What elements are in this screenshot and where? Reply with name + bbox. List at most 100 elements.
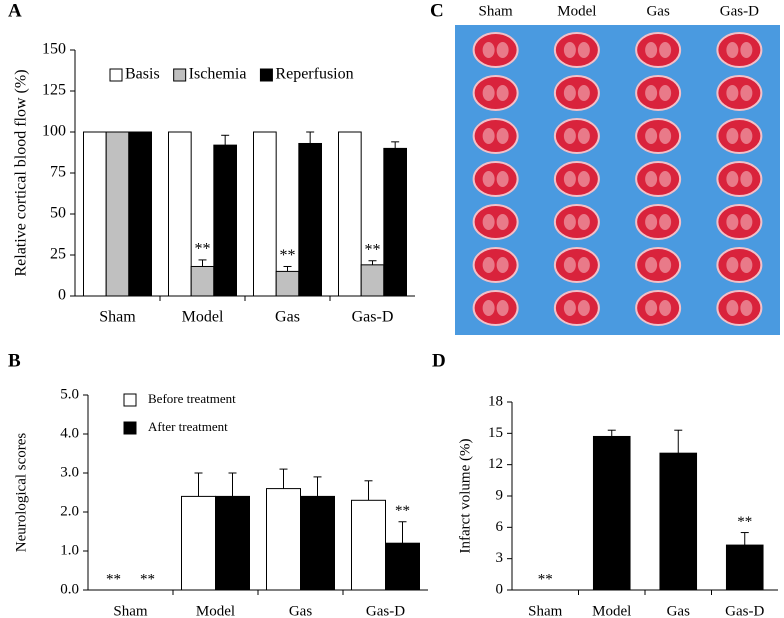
brain-slice-detail <box>577 171 590 187</box>
brain-slice-detail <box>740 257 753 273</box>
brain-slice-detail <box>563 42 576 58</box>
y-tick-label: 9 <box>496 487 504 503</box>
column-label: Gas-D <box>720 3 759 19</box>
x-tick-label: Model <box>592 603 631 618</box>
bar <box>215 495 250 591</box>
brain-slice <box>635 75 682 111</box>
x-tick-label: Sham <box>113 603 148 618</box>
bar <box>168 131 192 297</box>
y-tick-label: 125 <box>42 82 66 99</box>
brain-slice-detail <box>659 300 672 316</box>
brain-slice <box>553 204 600 240</box>
brain-slice <box>716 247 763 283</box>
bar <box>105 131 130 297</box>
brain-slice-detail <box>659 42 672 58</box>
brain-slice <box>472 204 519 240</box>
brain-slice-detail <box>563 128 576 144</box>
x-tick-label: Gas-D <box>366 603 405 618</box>
significance: ** <box>140 571 155 587</box>
panel-label: C <box>430 0 444 21</box>
y-tick-label: 3 <box>496 550 504 566</box>
bar <box>298 142 323 297</box>
brain-slice-detail <box>740 300 753 316</box>
brain-slice-detail <box>482 257 495 273</box>
bar <box>181 495 216 591</box>
legend-label: Ischemia <box>189 66 247 83</box>
brain-slice <box>716 32 763 68</box>
brain-slice <box>635 290 682 326</box>
brain-slice-detail <box>577 214 590 230</box>
significance: ** <box>195 241 211 258</box>
brain-slice-detail <box>496 128 509 144</box>
legend-label: Before treatment <box>148 391 236 406</box>
brain-slice <box>635 204 682 240</box>
brain-slice <box>472 118 519 154</box>
brain-slice-detail <box>563 300 576 316</box>
brain-slice <box>472 75 519 111</box>
brain-slice <box>635 118 682 154</box>
brain-slice-detail <box>482 128 495 144</box>
panel-label: D <box>432 350 446 371</box>
y-tick-label: 0 <box>58 287 66 304</box>
bar <box>360 264 385 297</box>
brain-slice-detail <box>577 257 590 273</box>
y-tick-label: 50 <box>50 205 66 222</box>
bar <box>266 488 301 591</box>
brain-slice-detail <box>726 257 739 273</box>
legend-label: After treatment <box>148 419 228 434</box>
brain-slice <box>635 32 682 68</box>
y-tick-label: 75 <box>50 164 66 181</box>
brain-slice <box>553 118 600 154</box>
brain-slice-detail <box>577 300 590 316</box>
legend-swatch <box>173 68 187 82</box>
significance: ** <box>280 247 296 264</box>
brain-slice-detail <box>659 257 672 273</box>
x-tick-label: Model <box>182 309 224 326</box>
brain-slice <box>472 161 519 197</box>
y-tick-label: 15 <box>488 425 503 441</box>
legend-swatch <box>123 393 137 407</box>
brain-slice-detail <box>645 214 658 230</box>
significance: ** <box>737 514 752 530</box>
column-label: Sham <box>479 3 514 19</box>
y-tick-label: 12 <box>488 456 503 472</box>
y-tick-label: 6 <box>496 519 504 535</box>
brain-slice-detail <box>496 300 509 316</box>
brain-slice-detail <box>563 214 576 230</box>
significance: ** <box>538 571 553 587</box>
x-tick-label: Gas <box>289 603 312 618</box>
brain-slice <box>472 247 519 283</box>
y-tick-label: 100 <box>42 123 66 140</box>
brain-slice-detail <box>740 171 753 187</box>
x-tick-label: Model <box>196 603 235 618</box>
significance: ** <box>365 241 381 258</box>
y-tick-label: 1.0 <box>60 542 79 558</box>
brain-slice-detail <box>726 128 739 144</box>
bar <box>213 144 237 297</box>
brain-slice-detail <box>482 42 495 58</box>
brain-slice <box>553 290 600 326</box>
brain-slice-detail <box>740 128 753 144</box>
y-tick-label: 0.0 <box>60 581 79 597</box>
brain-slice <box>553 32 600 68</box>
brain-slice-detail <box>740 214 753 230</box>
column-label: Gas <box>646 3 669 19</box>
brain-slice-detail <box>577 85 590 101</box>
y-tick-label: 18 <box>488 393 503 409</box>
bar <box>725 544 764 591</box>
y-axis-label: Relative cortical blood flow (%) <box>13 69 30 276</box>
brain-slice-detail <box>563 257 576 273</box>
brain-slice <box>553 247 600 283</box>
brain-slice-detail <box>482 171 495 187</box>
brain-slice-detail <box>645 300 658 316</box>
bar <box>592 435 631 591</box>
brain-slice <box>716 161 763 197</box>
brain-slice <box>635 247 682 283</box>
brain-slice-detail <box>740 42 753 58</box>
brain-slice-detail <box>482 300 495 316</box>
bar <box>253 131 277 297</box>
brain-slice-detail <box>482 214 495 230</box>
bar <box>383 147 408 297</box>
x-tick-label: Gas-D <box>352 309 394 326</box>
